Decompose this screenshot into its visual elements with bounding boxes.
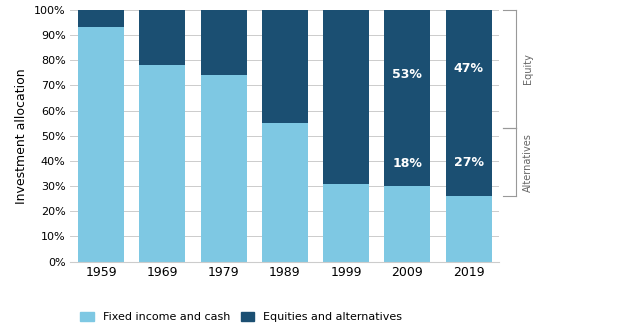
Bar <box>262 123 308 262</box>
Text: 53%: 53% <box>392 67 422 80</box>
Bar <box>445 196 492 262</box>
Bar <box>78 27 124 262</box>
Bar <box>385 141 430 186</box>
Bar <box>140 10 185 65</box>
Bar <box>323 10 369 183</box>
Text: 27%: 27% <box>454 156 484 169</box>
Bar <box>323 183 369 262</box>
Text: Equity: Equity <box>523 54 532 84</box>
Bar <box>445 128 492 196</box>
Bar <box>445 10 492 128</box>
Bar <box>78 10 124 27</box>
Text: 47%: 47% <box>454 62 484 76</box>
Bar <box>262 10 308 123</box>
Bar <box>385 186 430 262</box>
Bar <box>200 75 246 262</box>
Text: Alternatives: Alternatives <box>523 133 532 192</box>
Bar <box>140 65 185 262</box>
Text: 18%: 18% <box>392 157 422 170</box>
Legend: Fixed income and cash, Equities and alternatives: Fixed income and cash, Equities and alte… <box>76 307 407 327</box>
Bar <box>385 7 430 141</box>
Y-axis label: Investment allocation: Investment allocation <box>15 68 28 203</box>
Bar <box>200 10 246 75</box>
